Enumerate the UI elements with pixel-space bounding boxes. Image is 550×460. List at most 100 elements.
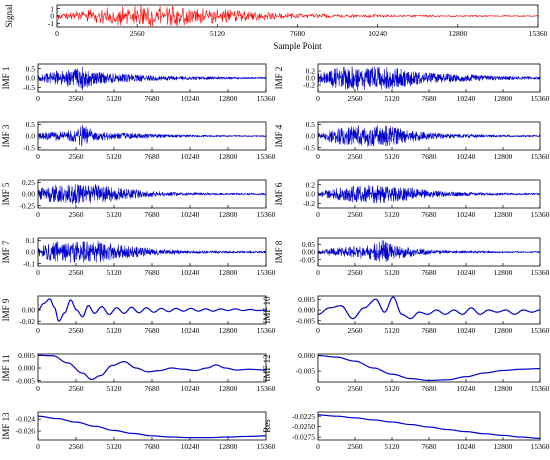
imf8-series-line [317,239,541,263]
imf3-xtick-label: 10240 [181,152,200,161]
imf5-xtick-label: 5120 [107,210,122,219]
imf13-xtick-label: 10240 [181,442,200,451]
imf3-xtick-label: 5120 [107,152,122,161]
signal-xlabel: Sample Point [273,41,322,51]
imf2-xtick-label: 12800 [494,94,513,103]
imf6-series-line [317,184,541,204]
imf8-xtick-label: 2560 [348,268,363,277]
imf9-series-line [37,298,267,322]
imf12-ytick-label: -0.005 [296,367,316,376]
imf7-xtick-label: 2560 [69,268,84,277]
signal-ytick-label: 1 [50,4,54,13]
imf12-xtick-label: 0 [316,384,320,393]
imf5-ylabel: IMF 5 [1,182,11,205]
imf11-xtick-label: 7680 [145,384,160,393]
imf7-ylabel: IMF 7 [1,240,11,263]
imf5-ytick-label: -0.25 [19,201,35,210]
imf3-series-line [37,124,267,147]
imf7-xtick-label: 12800 [219,268,238,277]
imf9-xtick-label: 12800 [219,326,238,335]
imf12-xtick-label: 12800 [494,384,513,393]
panel-imf7: 0 2560 5120 7680 10240 12800 15360 0.1 0.0 -0.1 IM… [1,236,276,277]
imf11-series-line [37,354,267,381]
imf9-xtick-label: 2560 [69,326,84,335]
imf6-ylabel: IMF 6 [274,182,284,205]
res-series-line [318,414,541,439]
imf9-ylabel: IMF 9 [1,298,11,321]
imf8-xtick-label: 15360 [531,268,550,277]
imf5-xtick-label: 0 [36,210,40,219]
imf13-ytick-label: -0.024 [16,415,36,424]
imf4-ytick-label: -0.5 [303,143,315,152]
imf5-series-line [37,184,267,205]
imf3-xtick-label: 7680 [145,152,160,161]
panel-imf13: 0 2560 5120 7680 10240 12800 15360 -0.024 -0.026… [1,411,276,451]
imf12-xtick-label: 7680 [422,384,437,393]
panel-imf2: 0 2560 5120 7680 10240 12800 15360 0.20.0-0.2 IM… [274,63,550,103]
imf11-ylabel: IMF 11 [1,355,11,382]
imf10-xtick-label: 2560 [348,326,363,335]
imf2-xtick-label: 15360 [531,94,550,103]
signal-xtick-label: 7680 [290,29,305,38]
panel-imf12: 0 2560 5120 7680 10240 12800 15360 0.000 -0.005 I… [262,351,550,393]
imf12-ylabel: IMF 12 [262,354,272,381]
imf2-ytick-label: 0.2 [306,67,316,76]
imf2-series-line [317,66,541,91]
imf2-xtick-label: 10240 [457,94,476,103]
imf3-ytick-label: -0.5 [23,143,35,152]
imf5-xtick-label: 10240 [181,210,200,219]
signal-xtick-label: 10240 [368,29,387,38]
imf7-ytick-label: -0.1 [23,259,35,268]
imf6-xtick-label: 15360 [531,210,550,219]
imf11-xtick-label: 10240 [181,384,200,393]
panel-imf6: 0 2560 5120 7680 10240 12800 15360 0.20.0-0.2 IM… [274,179,550,219]
imf10-xtick-label: 5120 [385,326,400,335]
imf6-ytick-label: 0.2 [306,180,316,189]
imf9-xtick-label: 10240 [181,326,200,335]
imf11-ytick-label: 0.000 [18,364,35,373]
imf8-ytick-label: -0.05 [299,255,315,264]
imf2-xtick-label: 0 [316,94,320,103]
imf11-xtick-label: 2560 [69,384,84,393]
imf13-xtick-label: 0 [36,442,40,451]
imf1-ylabel: IMF 1 [1,67,11,90]
imf6-xtick-label: 7680 [422,210,437,219]
imf11-frame [37,353,267,383]
imf4-ytick-label: 0.0 [306,132,316,141]
imf3-ytick-label: 0.0 [26,132,36,141]
imf4-xtick-label: 10240 [457,152,476,161]
panel-imf1: 0 2560 5120 7680 10240 12800 15360 0.50.0-0.5 IM… [1,63,276,103]
imf13-ytick-label: -0.026 [16,427,36,436]
imf11-xtick-label: 15360 [257,384,276,393]
imf8-ytick-label: 0.00 [302,248,315,257]
imf12-xtick-label: 10240 [457,384,476,393]
imf5-xtick-label: 2560 [69,210,84,219]
imf7-xtick-label: 15360 [257,268,276,277]
imf3-ytick-label: 0.5 [26,120,36,129]
imf10-xtick-label: 15360 [531,326,550,335]
imf6-xtick-label: 12800 [494,210,513,219]
imf8-ytick-label: 0.05 [302,240,315,249]
res-ytick-label: -0.0225 [292,412,315,421]
imf8-xtick-label: 5120 [385,268,400,277]
imf11-ytick-label: 0.005 [18,351,35,360]
imf4-xtick-label: 5120 [385,152,400,161]
imf7-series-line [37,240,267,263]
imf10-series-line [317,296,541,320]
res-xtick-label: 15360 [531,442,550,451]
signal-series-line [56,5,539,27]
panel-imf9: 0 2560 5120 7680 10240 12800 15360 0.00 -0.02 IMF… [1,295,276,335]
imf12-xtick-label: 2560 [348,384,363,393]
imf1-xtick-label: 7680 [145,94,160,103]
res-ylabel: Res [262,419,272,433]
imf3-ylabel: IMF 3 [1,124,11,147]
imf11-xtick-label: 0 [36,384,40,393]
imf4-xtick-label: 2560 [348,152,363,161]
imf7-xtick-label: 5120 [107,268,122,277]
imf1-series-line [37,66,267,91]
res-xtick-label: 5120 [385,442,400,451]
imf2-ytick-label: 0.0 [306,74,316,83]
imf9-xtick-label: 0 [36,326,40,335]
imf4-ylabel: IMF 4 [274,124,284,147]
imf3-xtick-label: 15360 [257,152,276,161]
